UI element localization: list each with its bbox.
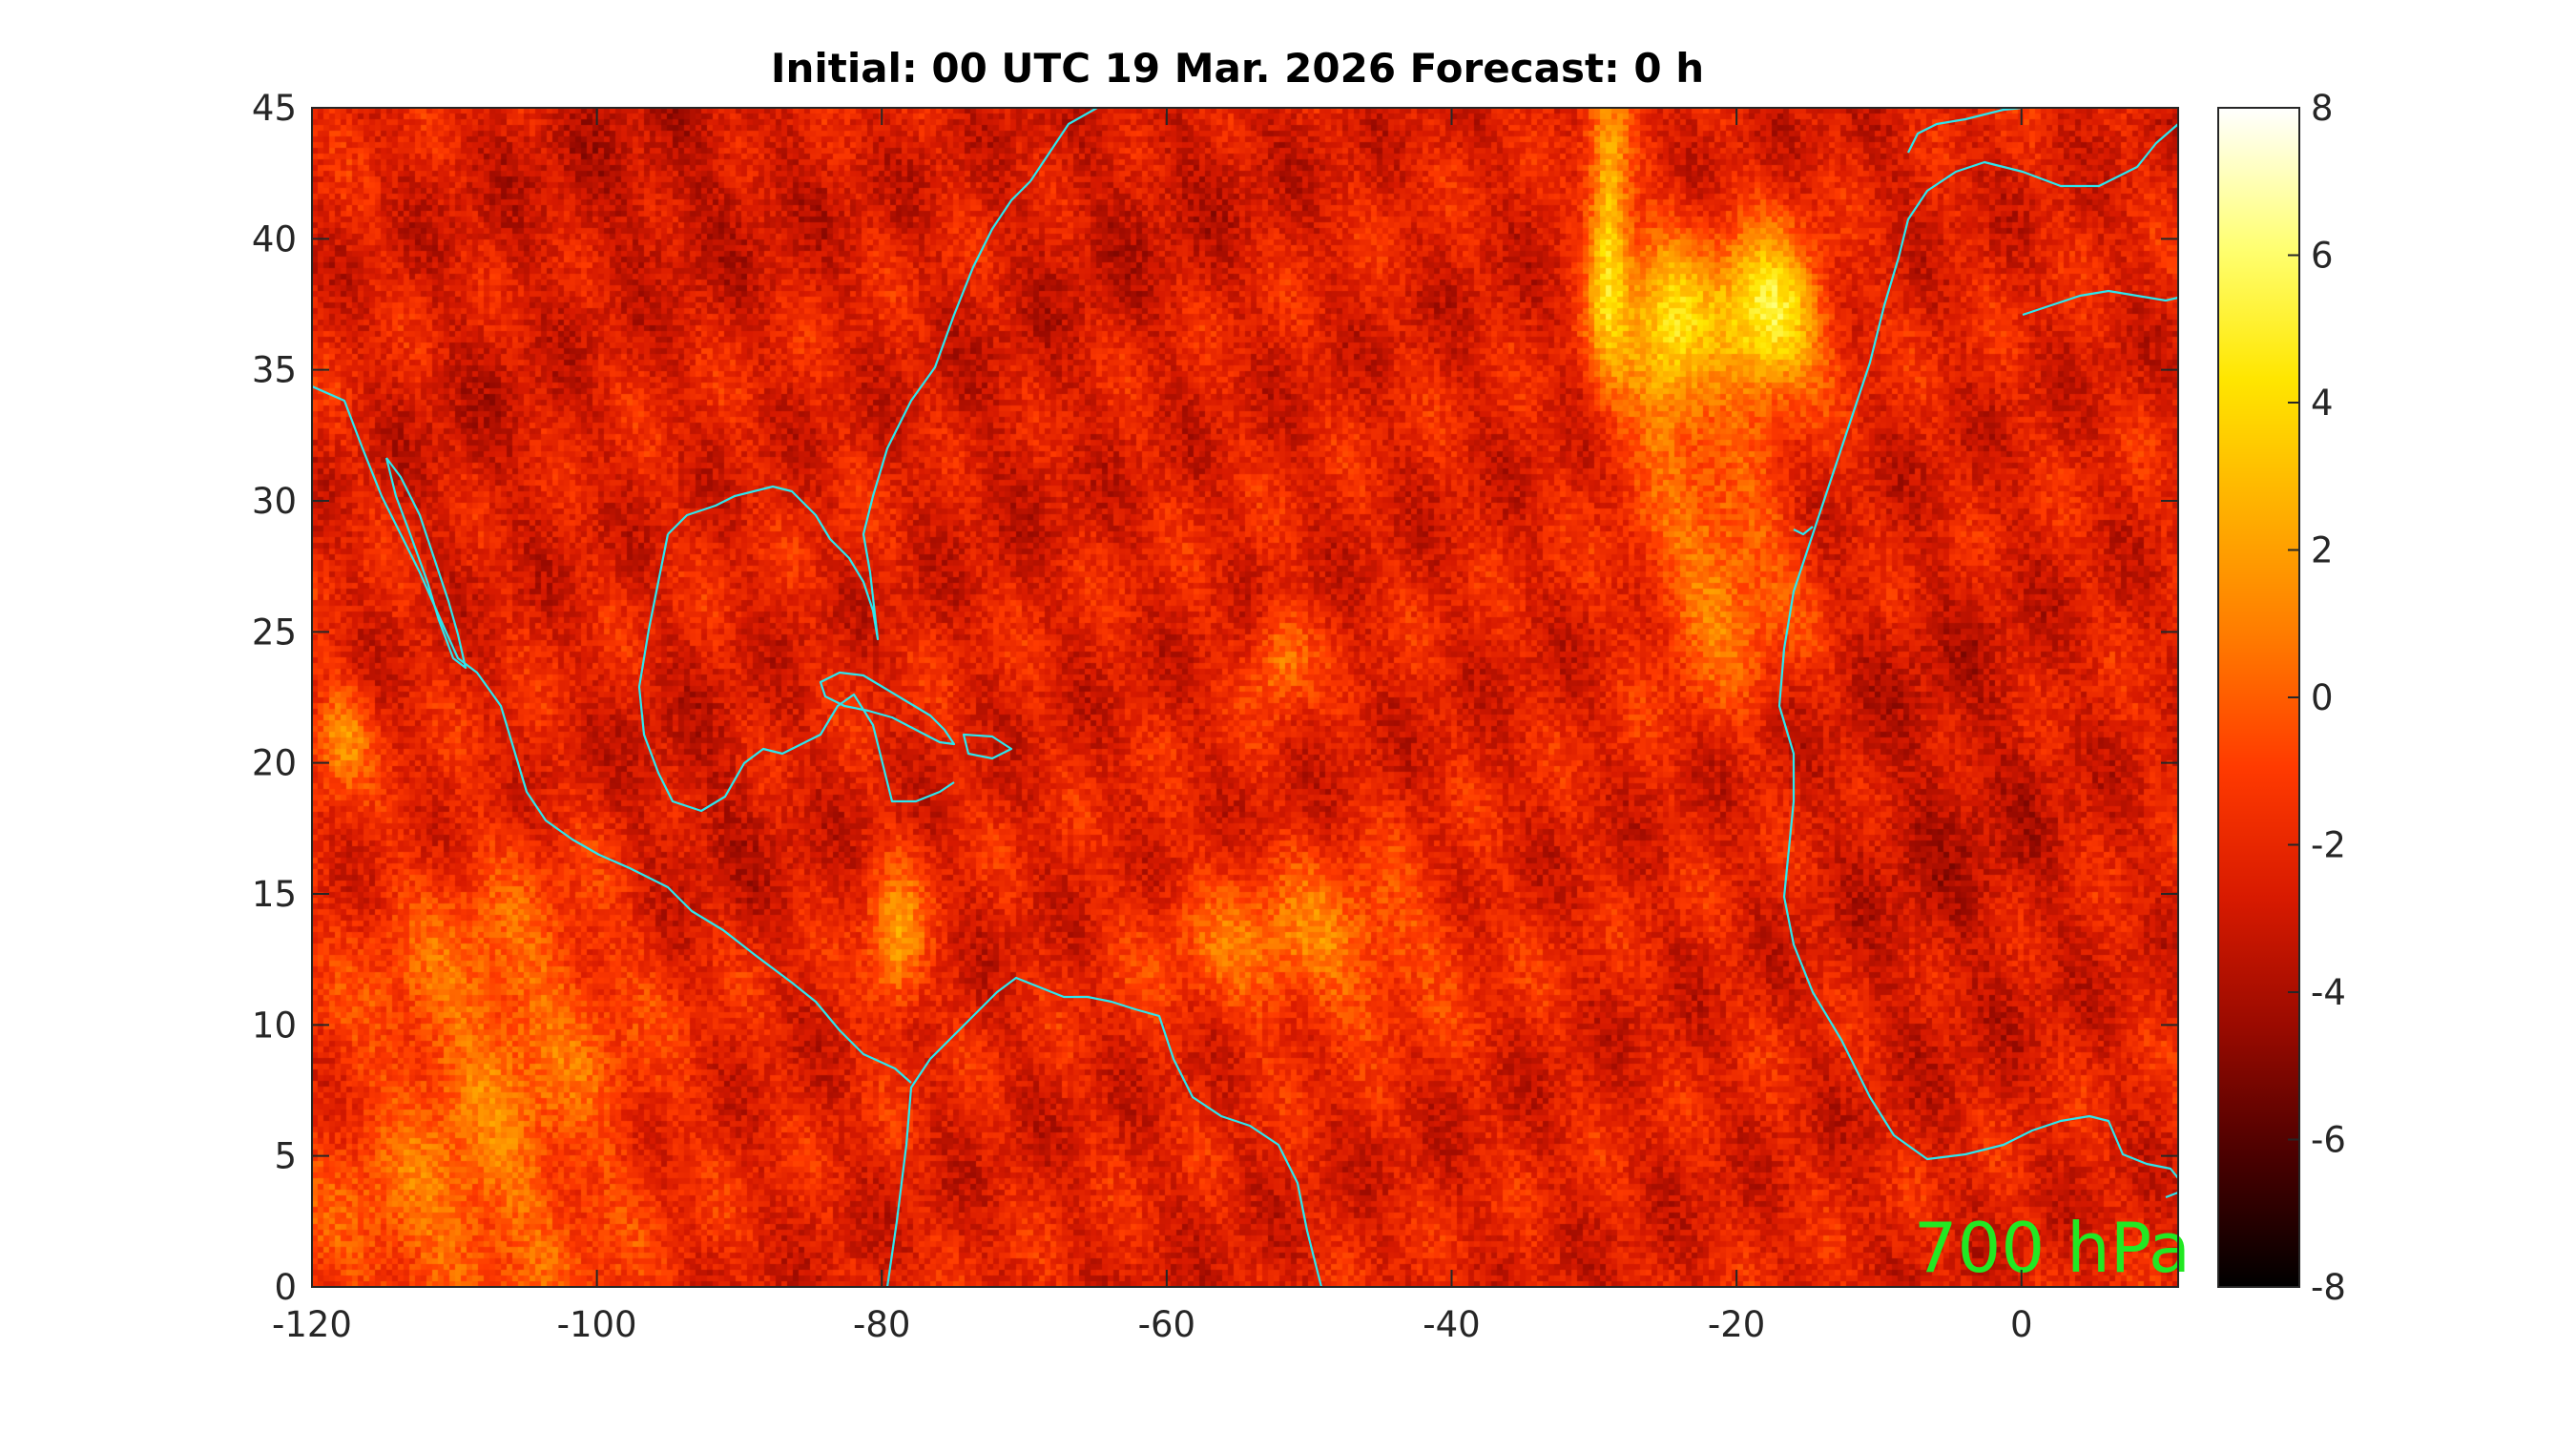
coastline-west-africa-bulge: [2165, 1191, 2178, 1199]
y-tick-label: 15: [252, 874, 297, 915]
coastline-south-america: [885, 976, 1323, 1287]
coastline-us-atlantic: [1029, 108, 1098, 182]
colorbar-axis: -8 -6 -4 -2 0 2 4 6 8: [2288, 88, 2346, 1308]
coastline-iberia: [1907, 108, 2024, 154]
coastline-mediterranean: [2022, 289, 2178, 317]
coastline-canaries: [1793, 526, 1814, 536]
coastline-baja-california: [384, 457, 467, 670]
map-panel: 700 hPa -120 -100 -80 -60 -40 -20 0 0 5 10 15 20 25…: [252, 88, 2191, 1345]
coastline-north-america-pacific: [312, 384, 912, 1084]
coastlines: [312, 108, 2178, 1287]
map-frame: [311, 107, 2179, 1288]
figure-title: Initial: 00 UTC 19 Mar. 2026 Forecast: 0…: [771, 45, 1704, 92]
y-tick-label: 20: [252, 743, 297, 784]
colorbar-tick-label: 2: [2311, 530, 2334, 571]
x-tick-label: -40: [1423, 1304, 1480, 1345]
pressure-level-label: 700 hPa: [1914, 1208, 2191, 1288]
y-tick-label: 0: [274, 1267, 297, 1308]
x-axis: -120 -100 -80 -60 -40 -20 0: [272, 108, 2033, 1345]
coastline-africa-west: [1777, 123, 2178, 1179]
colorbar-tick-label: -4: [2311, 972, 2346, 1013]
colorbar-tick-label: -8: [2311, 1267, 2346, 1308]
y-tick-label: 40: [252, 218, 297, 259]
y-axis: 0 5 10 15 20 25 30 35 40 45: [252, 88, 2178, 1308]
colorbar-gradient: [2218, 108, 2299, 1287]
y-tick-label: 5: [274, 1136, 297, 1177]
y-tick-label: 25: [252, 612, 297, 653]
colorbar-tick-label: 4: [2311, 383, 2334, 424]
x-tick-label: -60: [1138, 1304, 1195, 1345]
x-tick-label: 0: [2010, 1304, 2033, 1345]
coastline-cuba: [819, 671, 956, 746]
x-tick-label: -120: [272, 1304, 352, 1345]
coastline-hispaniola: [962, 733, 1013, 760]
y-tick-label: 30: [252, 481, 297, 522]
y-tick-label: 35: [252, 350, 297, 391]
colorbar-tick-label: -6: [2311, 1120, 2346, 1161]
colorbar-tick-label: 0: [2311, 677, 2334, 718]
colorbar: -8 -6 -4 -2 0 2 4 6 8: [2217, 88, 2346, 1308]
y-tick-label: 45: [252, 88, 297, 129]
colorbar-tick-label: -2: [2311, 825, 2346, 866]
heatmap-field: [312, 108, 2178, 1287]
x-tick-label: -20: [1708, 1304, 1765, 1345]
x-tick-label: -80: [853, 1304, 910, 1345]
colorbar-tick-label: 6: [2311, 236, 2334, 277]
colorbar-tick-label: 8: [2311, 88, 2334, 129]
coastline-gulf-of-mexico: [637, 533, 955, 813]
coastline-us-gulf: [667, 180, 1031, 641]
y-tick-label: 10: [252, 1005, 297, 1046]
x-tick-label: -100: [557, 1304, 637, 1345]
